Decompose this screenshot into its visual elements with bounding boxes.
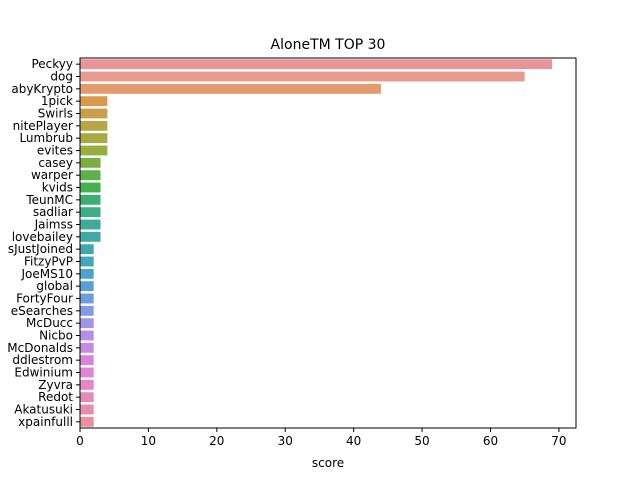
category-label-15: sJustJoined xyxy=(8,242,73,256)
bar-24 xyxy=(80,355,94,366)
bar-0 xyxy=(80,59,553,70)
category-label-24: ddlestrom xyxy=(12,353,73,367)
category-label-18: global xyxy=(36,279,73,293)
bar-25 xyxy=(80,367,94,378)
category-label-6: Lumbrub xyxy=(19,131,73,145)
category-label-29: xpainfulll xyxy=(18,415,73,429)
bar-4 xyxy=(80,108,108,119)
category-label-20: eSearches xyxy=(11,304,73,318)
category-label-23: McDonalds xyxy=(7,341,73,355)
category-label-8: casey xyxy=(38,156,73,170)
bar-13 xyxy=(80,219,101,230)
category-label-11: TeunMC xyxy=(25,193,73,207)
x-tick-label-0: 0 xyxy=(76,434,84,448)
bar-17 xyxy=(80,268,94,279)
x-tick-label-6: 60 xyxy=(483,434,498,448)
category-label-21: McDucc xyxy=(26,316,73,330)
bar-12 xyxy=(80,207,101,218)
bar-11 xyxy=(80,194,101,205)
category-label-7: evites xyxy=(37,144,73,158)
plot-frame xyxy=(79,57,577,429)
category-label-4: Swirls xyxy=(38,107,73,121)
bar-19 xyxy=(80,293,94,304)
category-label-10: kvids xyxy=(42,181,73,195)
category-label-25: Edwinium xyxy=(14,366,73,380)
bar-18 xyxy=(80,281,94,292)
bar-20 xyxy=(80,305,94,316)
category-label-9: warper xyxy=(31,168,73,182)
category-label-14: lovebailey xyxy=(12,230,73,244)
chart-title: AloneTM TOP 30 xyxy=(271,37,386,53)
x-tick-label-3: 30 xyxy=(278,434,293,448)
bar-21 xyxy=(80,318,94,329)
bar-3 xyxy=(80,96,108,107)
category-label-19: FortyFour xyxy=(16,292,73,306)
bar-29 xyxy=(80,416,94,427)
category-label-16: FitzyPvP xyxy=(24,255,73,269)
x-axis-label: score xyxy=(312,456,344,470)
category-label-28: Akatusuki xyxy=(14,403,73,417)
bar-6 xyxy=(80,133,108,144)
x-tick-label-4: 40 xyxy=(346,434,361,448)
category-label-27: Redot xyxy=(38,390,73,404)
bar-8 xyxy=(80,157,101,168)
bar-26 xyxy=(80,379,94,390)
category-label-17: JoeMS10 xyxy=(20,267,73,281)
x-tick-label-2: 20 xyxy=(209,434,224,448)
bar-27 xyxy=(80,392,94,403)
bar-15 xyxy=(80,244,94,255)
bar-22 xyxy=(80,330,94,341)
category-labels: PeckyydogabyKrypto1pickSwirlsnitePlayerL… xyxy=(7,57,80,429)
bar-28 xyxy=(80,404,94,415)
category-label-5: nitePlayer xyxy=(13,119,73,133)
category-label-2: abyKrypto xyxy=(11,82,73,96)
bar-1 xyxy=(80,71,525,82)
category-label-22: Nicbo xyxy=(39,329,73,343)
bar-2 xyxy=(80,83,382,94)
x-axis: 0 10 20 30 40 50 60 70 xyxy=(76,428,567,448)
x-tick-label-1: 10 xyxy=(141,434,156,448)
category-label-26: Zyvra xyxy=(38,378,73,392)
bar-9 xyxy=(80,170,101,181)
bar-23 xyxy=(80,342,94,353)
bars-group xyxy=(80,59,553,427)
category-label-1: dog xyxy=(50,70,73,84)
x-tick-label-5: 50 xyxy=(414,434,429,448)
bar-7 xyxy=(80,145,108,156)
category-label-0: Peckyy xyxy=(31,57,73,71)
category-label-12: sadliar xyxy=(33,205,73,219)
bar-16 xyxy=(80,256,94,267)
x-tick-label-7: 70 xyxy=(551,434,566,448)
category-label-3: 1pick xyxy=(41,94,73,108)
bar-10 xyxy=(80,182,101,193)
category-label-13: Jaimss xyxy=(34,218,73,232)
bar-5 xyxy=(80,120,108,131)
bar-14 xyxy=(80,231,101,242)
